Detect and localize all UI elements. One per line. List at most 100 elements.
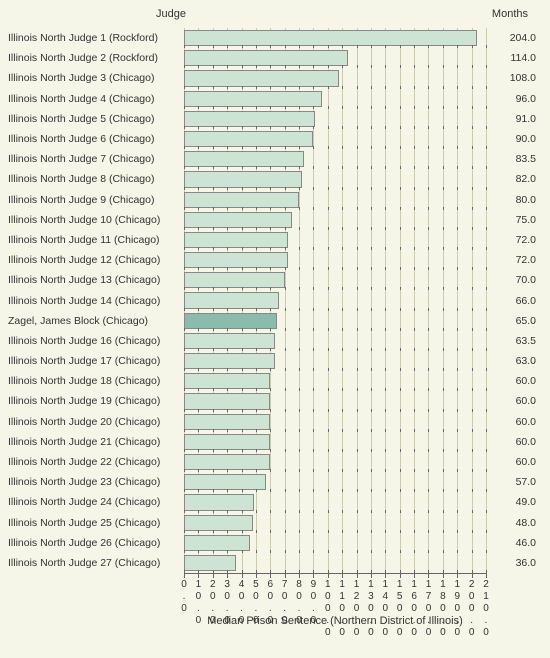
chart-row: Illinois North Judge 2 (Rockford)114.0 (8, 48, 542, 68)
bar (184, 353, 275, 369)
months-value: 82.0 (490, 173, 536, 185)
chart-row: Illinois North Judge 21 (Chicago)60.0 (8, 432, 542, 452)
bar (184, 454, 270, 470)
bar (184, 494, 254, 510)
chart-row: Illinois North Judge 5 (Chicago)91.0 (8, 109, 542, 129)
x-tick-label: 210.0 (480, 579, 492, 639)
x-tick-mark (285, 573, 286, 578)
judge-label: Illinois North Judge 6 (Chicago) (8, 133, 184, 145)
chart-row: Illinois North Judge 18 (Chicago)60.0 (8, 371, 542, 391)
chart-row: Illinois North Judge 11 (Chicago)72.0 (8, 230, 542, 250)
bar-area (184, 553, 486, 573)
rows-container: Illinois North Judge 1 (Rockford)204.0Il… (8, 28, 542, 573)
months-value: 108.0 (490, 72, 536, 84)
bar (184, 393, 270, 409)
bar (184, 171, 302, 187)
x-tick-mark (443, 573, 444, 578)
x-axis: 0.010.020.030.040.050.060.070.080.090.01… (184, 573, 486, 613)
judge-label: Illinois North Judge 12 (Chicago) (8, 254, 184, 266)
bar (184, 252, 288, 268)
bar-area (184, 89, 486, 109)
bar (184, 474, 266, 490)
chart-row: Illinois North Judge 12 (Chicago)72.0 (8, 250, 542, 270)
x-tick-label: 160.0 (408, 579, 420, 639)
bar (184, 91, 322, 107)
chart-row: Illinois North Judge 23 (Chicago) 57.0 (8, 472, 542, 492)
months-value: 49.0 (490, 496, 536, 508)
bar (184, 434, 270, 450)
months-value: 90.0 (490, 133, 536, 145)
months-value: 63.0 (490, 355, 536, 367)
x-tick-mark (213, 573, 214, 578)
bar (184, 515, 253, 531)
x-tick-label: 200.0 (466, 579, 478, 639)
judge-label: Illinois North Judge 19 (Chicago) (8, 395, 184, 407)
bar-area (184, 169, 486, 189)
x-tick-mark (242, 573, 243, 578)
x-tick-label: 140.0 (379, 579, 391, 639)
months-value: 83.5 (490, 153, 536, 165)
chart-row: Illinois North Judge 26 (Chicago) 46.0 (8, 533, 542, 553)
chart-row: Illinois North Judge 7 (Chicago) 83.5 (8, 149, 542, 169)
judge-label: Illinois North Judge 7 (Chicago) (8, 153, 184, 165)
bar-area (184, 533, 486, 553)
chart-row: Illinois North Judge 10 (Chicago)75.0 (8, 210, 542, 230)
chart-row: Illinois North Judge 8 (Chicago)82.0 (8, 169, 542, 189)
x-tick-mark (486, 573, 487, 578)
months-value: 57.0 (490, 476, 536, 488)
x-tick-mark (198, 573, 199, 578)
bar (184, 50, 348, 66)
x-tick-mark (328, 573, 329, 578)
chart-row: Illinois North Judge 17 (Chicago)63.0 (8, 351, 542, 371)
judge-label: Illinois North Judge 18 (Chicago) (8, 375, 184, 387)
judge-label: Zagel, James Block (Chicago) (8, 315, 184, 327)
bar (184, 535, 250, 551)
x-tick-label: 0.0 (178, 579, 190, 615)
judge-label: Illinois North Judge 3 (Chicago) (8, 72, 184, 84)
bar-area (184, 412, 486, 432)
chart-row: Illinois North Judge 20 (Chicago)60.0 (8, 412, 542, 432)
bar-area (184, 210, 486, 230)
months-value: 80.0 (490, 194, 536, 206)
months-value: 60.0 (490, 395, 536, 407)
header-months: Months (492, 8, 528, 20)
x-tick-label: 150.0 (394, 579, 406, 639)
bar-area (184, 28, 486, 48)
bar-area (184, 190, 486, 210)
x-tick-label: 100.0 (322, 579, 334, 639)
plot-area: Illinois North Judge 1 (Rockford)204.0Il… (8, 28, 542, 573)
months-value: 46.0 (490, 537, 536, 549)
months-value: 70.0 (490, 274, 536, 286)
months-value: 66.0 (490, 295, 536, 307)
chart-row: Illinois North Judge 24 (Chicago)49.0 (8, 492, 542, 512)
bar (184, 555, 236, 571)
header-judge: Judge (156, 8, 186, 20)
judge-label: Illinois North Judge 2 (Rockford) (8, 52, 184, 64)
x-tick-label: 170.0 (422, 579, 434, 639)
bar (184, 212, 292, 228)
chart-row: Illinois North Judge 9 (Chicago)80.0 (8, 190, 542, 210)
x-tick-mark (472, 573, 473, 578)
bar-area (184, 472, 486, 492)
x-tick-mark (400, 573, 401, 578)
bar-area (184, 109, 486, 129)
x-axis-title: Median Prison Sentence (Northern Distric… (184, 615, 486, 627)
bar-area (184, 149, 486, 169)
bar-area (184, 432, 486, 452)
bar (184, 131, 313, 147)
bar (184, 292, 279, 308)
chart-row: Illinois North Judge 6 (Chicago) 90.0 (8, 129, 542, 149)
chart-row: Illinois North Judge 4 (Chicago)96.0 (8, 89, 542, 109)
months-value: 60.0 (490, 436, 536, 448)
chart-row: Illinois North Judge 22 (Chicago)60.0 (8, 452, 542, 472)
judge-label: Illinois North Judge 26 (Chicago) (8, 537, 184, 549)
chart-row: Illinois North Judge 14 (Chicago)66.0 (8, 290, 542, 310)
judge-label: Illinois North Judge 22 (Chicago) (8, 456, 184, 468)
x-tick-mark (227, 573, 228, 578)
x-tick-mark (414, 573, 415, 578)
months-value: 48.0 (490, 517, 536, 529)
bar (184, 414, 270, 430)
bar-area (184, 513, 486, 533)
judge-label: Illinois North Judge 5 (Chicago) (8, 113, 184, 125)
judge-label: Illinois North Judge 23 (Chicago) (8, 476, 184, 488)
